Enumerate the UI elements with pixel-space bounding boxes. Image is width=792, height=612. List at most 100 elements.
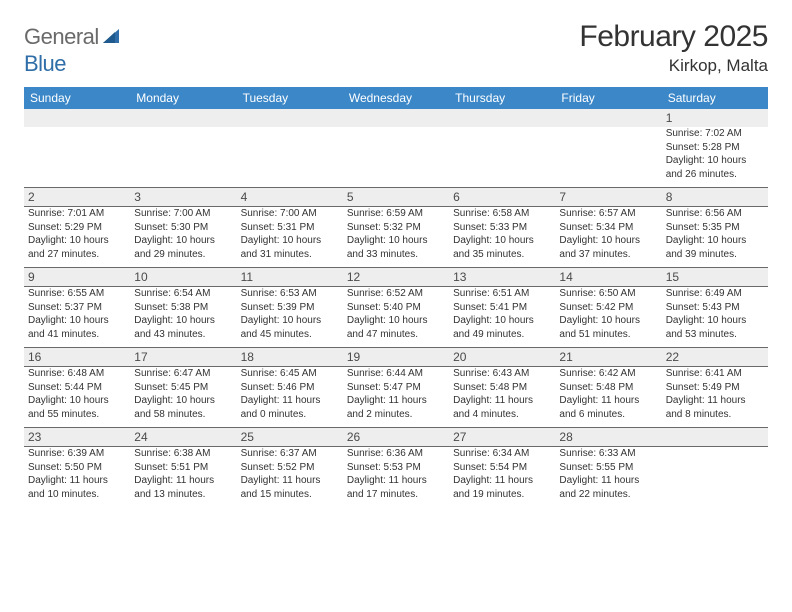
daynum-cell: 4 (237, 188, 343, 207)
sunrise-text: Sunrise: 6:41 AM (666, 367, 764, 381)
sunset-text: Sunset: 5:49 PM (666, 381, 764, 395)
dow-header-row: Sunday Monday Tuesday Wednesday Thursday… (24, 87, 768, 109)
daylight-text: Daylight: 10 hours and 37 minutes. (559, 234, 657, 261)
sunset-text: Sunset: 5:42 PM (559, 301, 657, 315)
sunrise-text: Sunrise: 6:44 AM (347, 367, 445, 381)
sunset-text: Sunset: 5:35 PM (666, 221, 764, 235)
sunrise-text: Sunrise: 6:49 AM (666, 287, 764, 301)
location-text: Kirkop, Malta (579, 56, 768, 76)
day-cell: Sunrise: 6:53 AMSunset: 5:39 PMDaylight:… (237, 287, 343, 348)
day-cell (449, 127, 555, 188)
daynum-cell: 23 (24, 428, 130, 447)
daynum-cell: 15 (662, 268, 768, 287)
daylight-text: Daylight: 11 hours and 2 minutes. (347, 394, 445, 421)
daylight-text: Daylight: 11 hours and 22 minutes. (559, 474, 657, 501)
daynum-cell (130, 109, 236, 127)
sunset-text: Sunset: 5:43 PM (666, 301, 764, 315)
day-cell: Sunrise: 6:51 AMSunset: 5:41 PMDaylight:… (449, 287, 555, 348)
daynum-cell: 2 (24, 188, 130, 207)
sunset-text: Sunset: 5:38 PM (134, 301, 232, 315)
daynum-cell: 14 (555, 268, 661, 287)
sunset-text: Sunset: 5:52 PM (241, 461, 339, 475)
sunrise-text: Sunrise: 6:50 AM (559, 287, 657, 301)
sunrise-text: Sunrise: 6:39 AM (28, 447, 126, 461)
daylight-text: Daylight: 10 hours and 58 minutes. (134, 394, 232, 421)
day-cell: Sunrise: 7:00 AMSunset: 5:30 PMDaylight:… (130, 207, 236, 268)
daynum-row: 9101112131415 (24, 268, 768, 287)
daylight-text: Daylight: 10 hours and 31 minutes. (241, 234, 339, 261)
sunrise-text: Sunrise: 6:45 AM (241, 367, 339, 381)
day-cell: Sunrise: 6:44 AMSunset: 5:47 PMDaylight:… (343, 367, 449, 428)
daynum-cell: 27 (449, 428, 555, 447)
day-cell (130, 127, 236, 188)
sunset-text: Sunset: 5:28 PM (666, 141, 764, 155)
sunset-text: Sunset: 5:39 PM (241, 301, 339, 315)
daylight-text: Daylight: 10 hours and 43 minutes. (134, 314, 232, 341)
sunrise-text: Sunrise: 6:34 AM (453, 447, 551, 461)
brand-part2: Blue (24, 51, 66, 76)
sunrise-text: Sunrise: 6:33 AM (559, 447, 657, 461)
daylight-text: Daylight: 11 hours and 15 minutes. (241, 474, 339, 501)
day-cell: Sunrise: 6:49 AMSunset: 5:43 PMDaylight:… (662, 287, 768, 348)
sunrise-text: Sunrise: 6:53 AM (241, 287, 339, 301)
daynum-row: 16171819202122 (24, 348, 768, 367)
sunset-text: Sunset: 5:51 PM (134, 461, 232, 475)
day-cell: Sunrise: 6:57 AMSunset: 5:34 PMDaylight:… (555, 207, 661, 268)
daynum-cell: 16 (24, 348, 130, 367)
daynum-cell (343, 109, 449, 127)
sunrise-text: Sunrise: 6:43 AM (453, 367, 551, 381)
day-cell (237, 127, 343, 188)
week-row: Sunrise: 7:02 AMSunset: 5:28 PMDaylight:… (24, 127, 768, 188)
daylight-text: Daylight: 11 hours and 6 minutes. (559, 394, 657, 421)
dow-cell: Tuesday (237, 87, 343, 109)
dow-cell: Sunday (24, 87, 130, 109)
daylight-text: Daylight: 11 hours and 13 minutes. (134, 474, 232, 501)
day-cell: Sunrise: 6:38 AMSunset: 5:51 PMDaylight:… (130, 447, 236, 508)
day-cell: Sunrise: 6:56 AMSunset: 5:35 PMDaylight:… (662, 207, 768, 268)
sunset-text: Sunset: 5:33 PM (453, 221, 551, 235)
sunset-text: Sunset: 5:31 PM (241, 221, 339, 235)
daynum-cell: 10 (130, 268, 236, 287)
day-cell: Sunrise: 6:43 AMSunset: 5:48 PMDaylight:… (449, 367, 555, 428)
daynum-row: 1 (24, 109, 768, 127)
sunset-text: Sunset: 5:48 PM (559, 381, 657, 395)
daynum-cell (24, 109, 130, 127)
sunrise-text: Sunrise: 7:02 AM (666, 127, 764, 141)
sunset-text: Sunset: 5:47 PM (347, 381, 445, 395)
daylight-text: Daylight: 11 hours and 10 minutes. (28, 474, 126, 501)
sunset-text: Sunset: 5:32 PM (347, 221, 445, 235)
sunrise-text: Sunrise: 6:37 AM (241, 447, 339, 461)
sunset-text: Sunset: 5:54 PM (453, 461, 551, 475)
daylight-text: Daylight: 11 hours and 0 minutes. (241, 394, 339, 421)
daylight-text: Daylight: 10 hours and 35 minutes. (453, 234, 551, 261)
sunset-text: Sunset: 5:30 PM (134, 221, 232, 235)
daylight-text: Daylight: 10 hours and 47 minutes. (347, 314, 445, 341)
brand-part1: General (24, 24, 99, 49)
sunset-text: Sunset: 5:50 PM (28, 461, 126, 475)
day-cell: Sunrise: 7:01 AMSunset: 5:29 PMDaylight:… (24, 207, 130, 268)
sunset-text: Sunset: 5:45 PM (134, 381, 232, 395)
sunrise-text: Sunrise: 7:01 AM (28, 207, 126, 221)
sunset-text: Sunset: 5:44 PM (28, 381, 126, 395)
day-cell: Sunrise: 6:34 AMSunset: 5:54 PMDaylight:… (449, 447, 555, 508)
day-cell: Sunrise: 6:59 AMSunset: 5:32 PMDaylight:… (343, 207, 449, 268)
day-cell: Sunrise: 6:45 AMSunset: 5:46 PMDaylight:… (237, 367, 343, 428)
dow-cell: Monday (130, 87, 236, 109)
daylight-text: Daylight: 11 hours and 4 minutes. (453, 394, 551, 421)
sunset-text: Sunset: 5:53 PM (347, 461, 445, 475)
day-cell (24, 127, 130, 188)
day-cell: Sunrise: 6:55 AMSunset: 5:37 PMDaylight:… (24, 287, 130, 348)
day-cell (555, 127, 661, 188)
day-cell: Sunrise: 6:52 AMSunset: 5:40 PMDaylight:… (343, 287, 449, 348)
daylight-text: Daylight: 10 hours and 29 minutes. (134, 234, 232, 261)
day-cell: Sunrise: 6:42 AMSunset: 5:48 PMDaylight:… (555, 367, 661, 428)
week-row: Sunrise: 6:55 AMSunset: 5:37 PMDaylight:… (24, 287, 768, 348)
day-cell: Sunrise: 7:02 AMSunset: 5:28 PMDaylight:… (662, 127, 768, 188)
sunrise-text: Sunrise: 6:56 AM (666, 207, 764, 221)
day-cell: Sunrise: 6:47 AMSunset: 5:45 PMDaylight:… (130, 367, 236, 428)
sunrise-text: Sunrise: 7:00 AM (241, 207, 339, 221)
week-row: Sunrise: 6:48 AMSunset: 5:44 PMDaylight:… (24, 367, 768, 428)
sunrise-text: Sunrise: 6:58 AM (453, 207, 551, 221)
day-cell: Sunrise: 6:50 AMSunset: 5:42 PMDaylight:… (555, 287, 661, 348)
sunset-text: Sunset: 5:29 PM (28, 221, 126, 235)
